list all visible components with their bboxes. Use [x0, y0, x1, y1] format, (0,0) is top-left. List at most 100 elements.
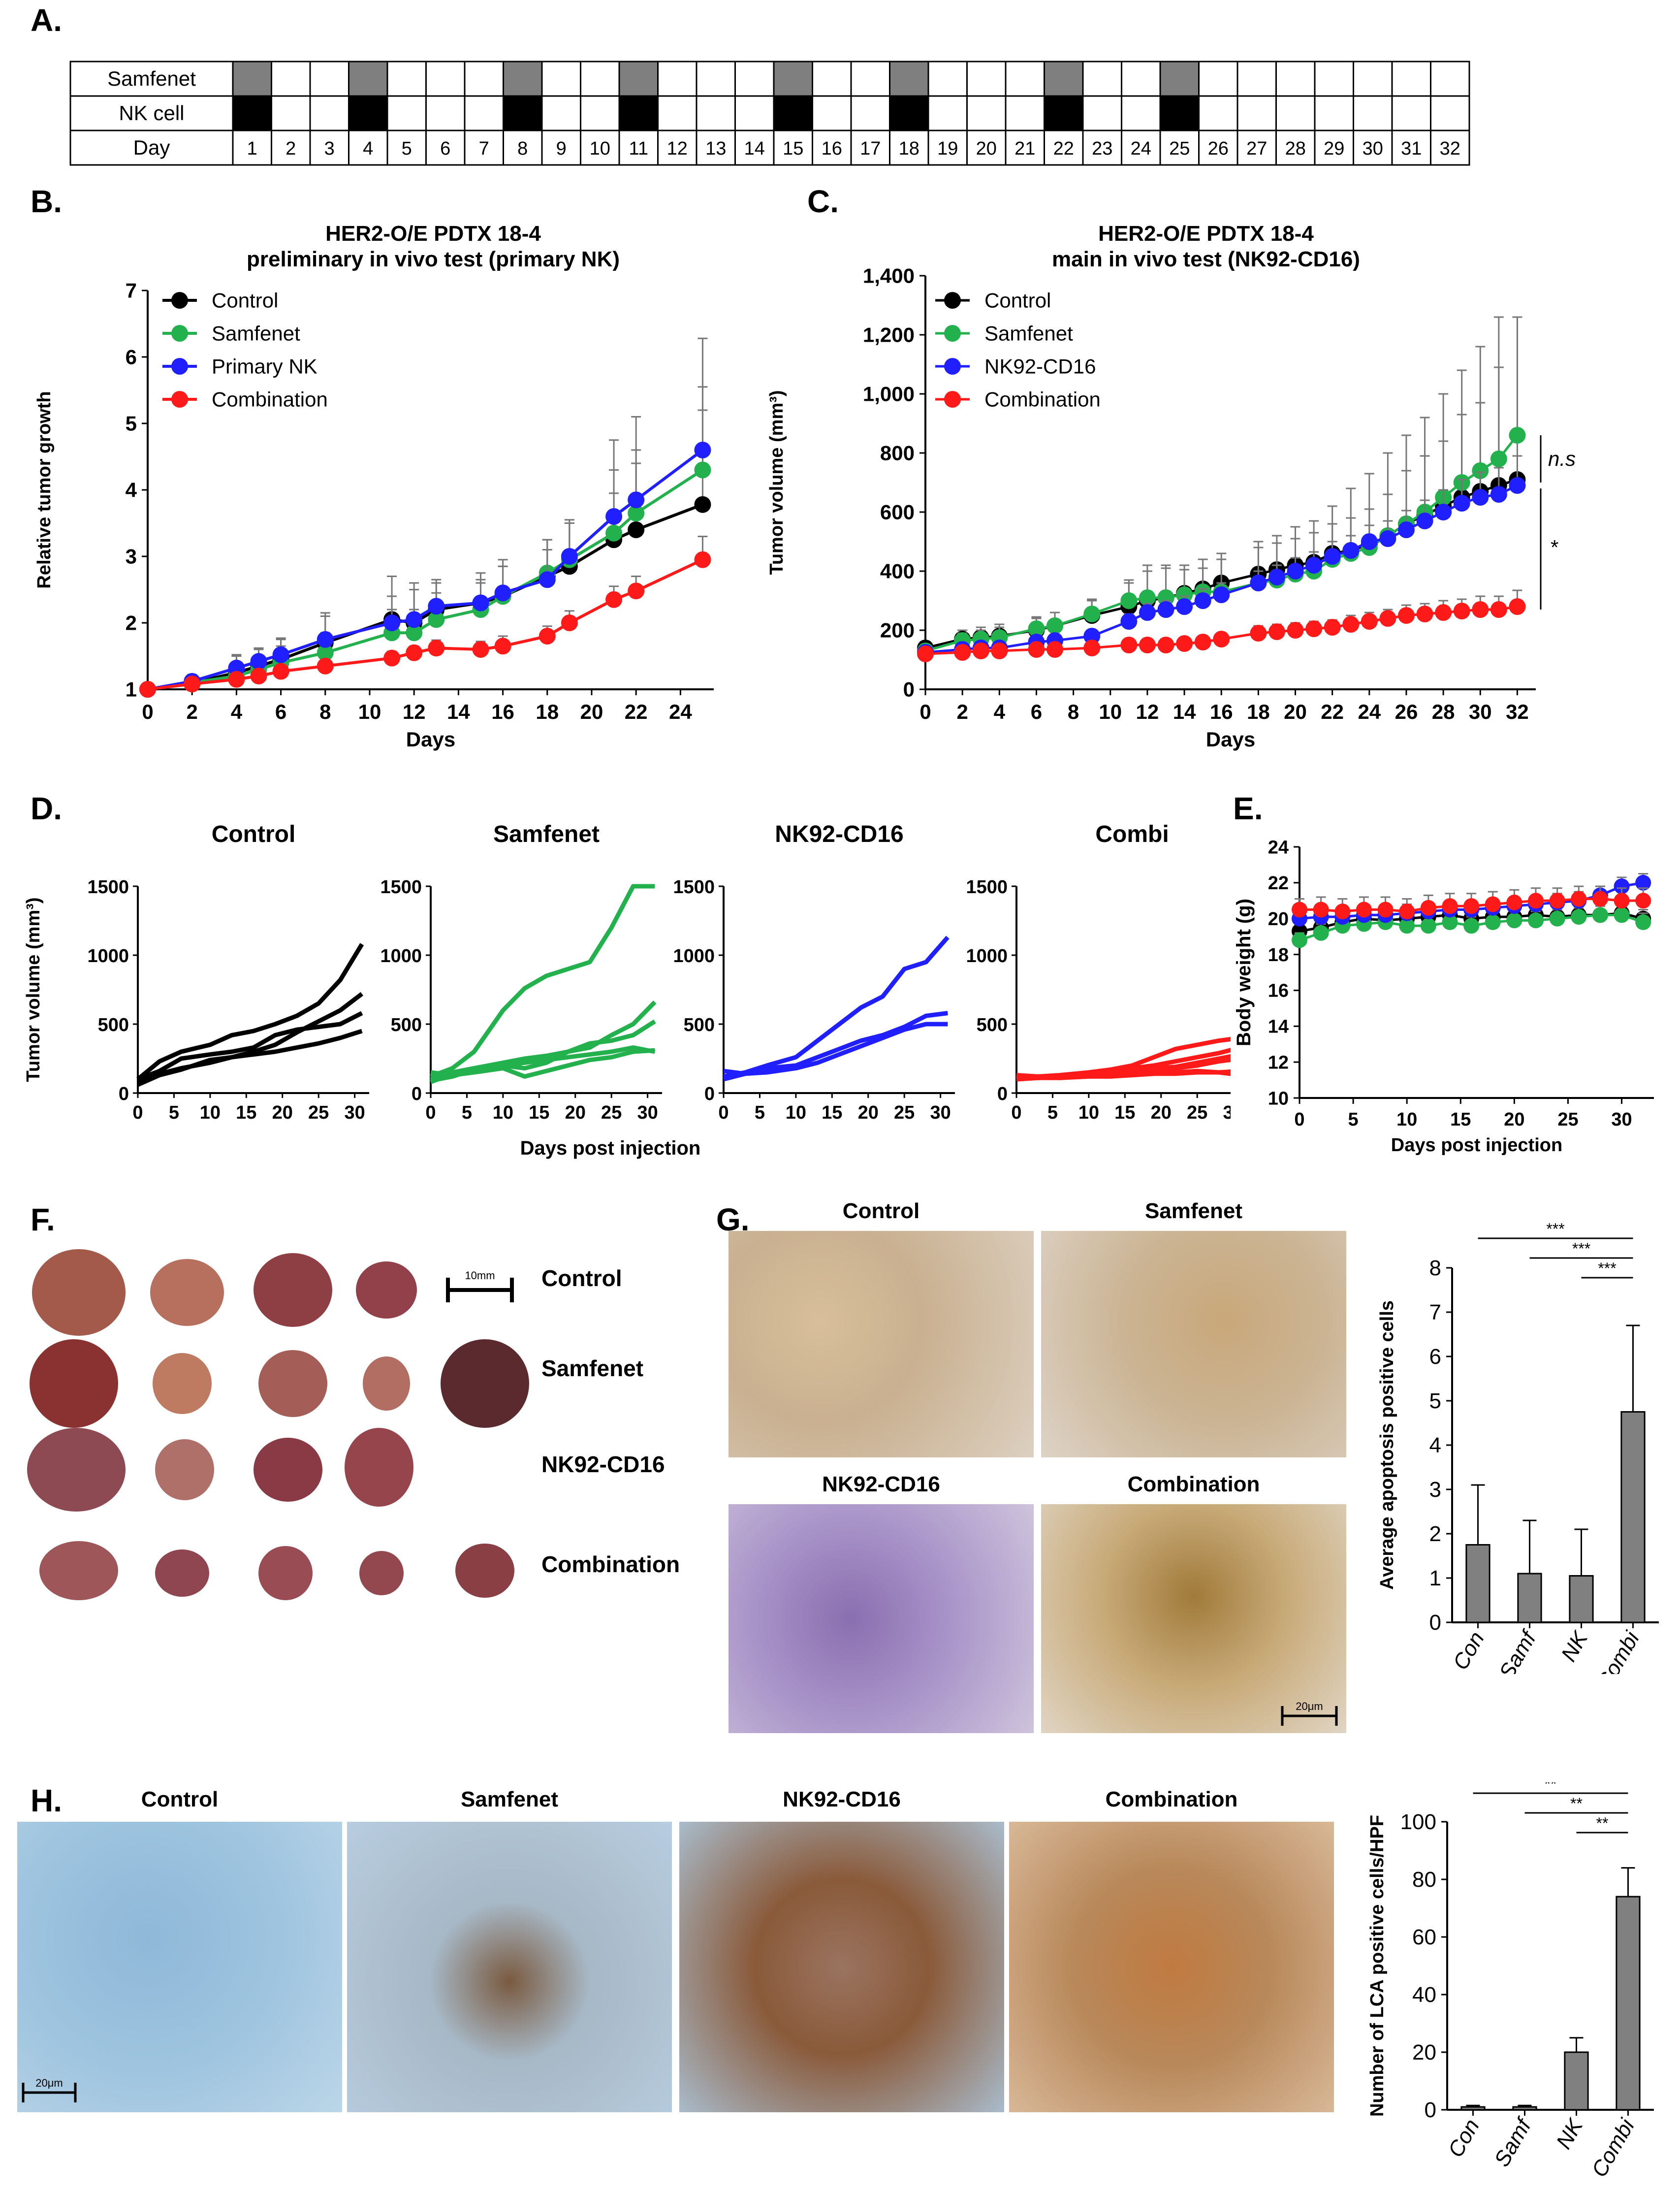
- x-tick-label: 6: [1031, 700, 1042, 723]
- x-tick-label: 10: [1078, 1102, 1099, 1123]
- x-tick-label: Combi: [1592, 1627, 1645, 1674]
- schedule-day-label: 7: [479, 138, 489, 159]
- data-point: [1399, 903, 1415, 920]
- schedule-day-label: 4: [363, 138, 373, 159]
- y-tick-label: 1: [1429, 1566, 1441, 1590]
- scalebar-label-f: 10mm: [465, 1269, 495, 1282]
- h-label-nk92: NK92-CD16: [783, 1787, 901, 1811]
- y-tick-label: 2: [126, 612, 137, 635]
- h-label-samfenet: Samfenet: [460, 1787, 559, 1811]
- y-tick-label: 1: [126, 678, 137, 701]
- schedule-cell: [966, 95, 1007, 131]
- bar: [1465, 1544, 1490, 1623]
- legend-marker: [944, 292, 961, 309]
- g-label-combination: Combination: [1127, 1472, 1260, 1496]
- y-tick-label: 40: [1412, 1983, 1436, 2007]
- schedule-cell: [386, 95, 427, 131]
- schedule-cell: [425, 95, 466, 131]
- individual-tumor-line: [430, 1045, 656, 1084]
- x-tick-label: 30: [930, 1102, 951, 1123]
- x-tick-label: 10: [786, 1102, 806, 1123]
- x-tick-label: 30: [637, 1102, 658, 1123]
- x-tick-label: 20: [1151, 1102, 1172, 1123]
- data-point: [1176, 586, 1193, 603]
- y-tick-label: 1500: [380, 877, 422, 898]
- data-point: [1509, 598, 1526, 615]
- chart-c-title: HER2-O/E PDTX 18-4: [1098, 222, 1314, 246]
- data-point: [628, 505, 645, 522]
- y-tick-label: 1500: [673, 877, 715, 898]
- row-label-control: Control: [541, 1265, 622, 1291]
- x-tick-label: Con: [1443, 2115, 1484, 2161]
- x-tick-label: 8: [1068, 700, 1079, 723]
- schedule-day-label: 26: [1208, 138, 1229, 159]
- h-image-combination: [1009, 1822, 1334, 2112]
- data-point: [1453, 495, 1470, 512]
- data-point: [1397, 521, 1415, 538]
- x-axis-label: Days post injection: [1391, 1135, 1562, 1156]
- x-tick-label: 0: [142, 700, 153, 723]
- schedule-cell: [580, 95, 620, 131]
- data-point: [1592, 907, 1608, 923]
- data-point: [1379, 610, 1396, 627]
- data-point: [1571, 891, 1587, 907]
- data-point: [1361, 613, 1378, 630]
- data-point: [1313, 925, 1329, 941]
- legend-marker: [171, 391, 188, 408]
- g-label-nk92: NK92-CD16: [822, 1472, 940, 1496]
- x-tick-label: 24: [669, 700, 692, 723]
- data-point: [605, 508, 623, 525]
- schedule-cell: [309, 95, 349, 131]
- x-tick-label: 10: [493, 1102, 513, 1123]
- data-point: [1506, 894, 1522, 910]
- significance-label: ***: [1598, 1259, 1616, 1277]
- data-point: [1305, 557, 1323, 574]
- schedule-day-label: 29: [1324, 138, 1344, 159]
- y-tick-label: 12: [1268, 1052, 1289, 1073]
- y-tick-label: 1,400: [863, 264, 915, 288]
- data-point: [1485, 914, 1501, 930]
- schedule-cell: [850, 61, 890, 97]
- y-axis-label: Number of LCA positive cells/HPF: [1367, 1815, 1388, 2117]
- schedule-cell: [541, 61, 581, 97]
- data-point: [317, 644, 334, 661]
- schedule-cell: [927, 95, 968, 131]
- data-point: [1120, 637, 1138, 653]
- g-image-combination: 20μm: [1041, 1504, 1346, 1733]
- schedule-cell: [1198, 129, 1238, 166]
- data-point: [228, 671, 245, 688]
- x-tick-label: Samf: [1490, 2113, 1537, 2171]
- x-tick-label: 20: [1284, 700, 1307, 723]
- chart-c-subtitle: main in vivo test (NK92-CD16): [1052, 247, 1360, 271]
- schedule-cell: [812, 61, 852, 97]
- data-point: [1420, 918, 1436, 934]
- x-tick-label: 30: [1223, 1102, 1231, 1123]
- y-tick-label: 0: [1425, 2098, 1436, 2122]
- data-point: [1139, 604, 1156, 621]
- data-point: [1083, 606, 1101, 622]
- series-Samfenet: [139, 409, 711, 698]
- schedule-day-label: 23: [1092, 138, 1112, 159]
- x-tick-label: 5: [1348, 1109, 1359, 1130]
- y-tick-label: 14: [1268, 1017, 1289, 1037]
- data-point: [1356, 902, 1372, 918]
- x-tick-label: 0: [425, 1102, 436, 1123]
- x-tick-label: Con: [1448, 1628, 1489, 1674]
- data-point: [1046, 641, 1064, 658]
- data-point: [317, 657, 334, 675]
- bar: [1460, 2106, 1486, 2111]
- data-point: [1176, 635, 1193, 652]
- data-point: [1490, 451, 1507, 467]
- data-point: [428, 598, 445, 615]
- schedule-cell: [348, 61, 388, 97]
- schedule-cell: [1353, 95, 1393, 131]
- legend-marker: [171, 292, 188, 309]
- bar: [1517, 1573, 1542, 1623]
- data-point: [250, 653, 267, 670]
- y-tick-label: 0: [412, 1084, 422, 1104]
- subplot-title: NK92-CD16: [775, 821, 903, 847]
- data-point: [605, 524, 623, 542]
- y-tick-label: 0: [119, 1084, 129, 1104]
- x-tick-label: 14: [1173, 700, 1196, 723]
- schedule-cell: [1005, 129, 1045, 166]
